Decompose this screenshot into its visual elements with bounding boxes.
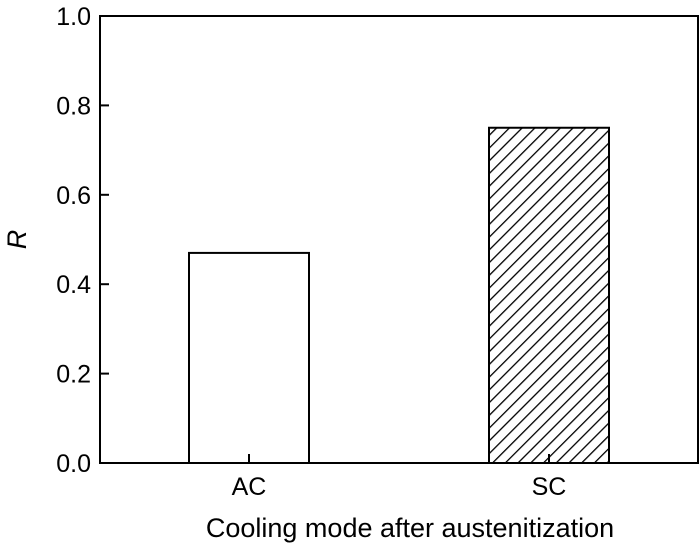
y-tick-label: 0.2 bbox=[56, 361, 91, 389]
y-axis-ticks: 0.0 0.2 0.4 0.6 0.8 1.0 bbox=[56, 3, 109, 478]
y-axis-label: R bbox=[2, 230, 32, 250]
x-axis-ticks: AC SC bbox=[232, 454, 567, 501]
y-tick-label: 0.4 bbox=[56, 271, 91, 299]
bar-ac bbox=[188, 251, 310, 464]
x-tick-label-sc: SC bbox=[532, 473, 567, 501]
plot-frame bbox=[99, 15, 699, 464]
y-tick-label: 0.8 bbox=[56, 92, 91, 120]
x-tick-label-ac: AC bbox=[232, 473, 267, 501]
bars-layer bbox=[188, 126, 610, 464]
x-axis-label: Cooling mode after austenitization bbox=[206, 513, 614, 543]
y-tick-label: 0.6 bbox=[56, 182, 91, 210]
y-tick-label: 0.0 bbox=[56, 450, 91, 478]
y-tick-label: 1.0 bbox=[56, 3, 91, 31]
bar-sc bbox=[488, 126, 610, 464]
